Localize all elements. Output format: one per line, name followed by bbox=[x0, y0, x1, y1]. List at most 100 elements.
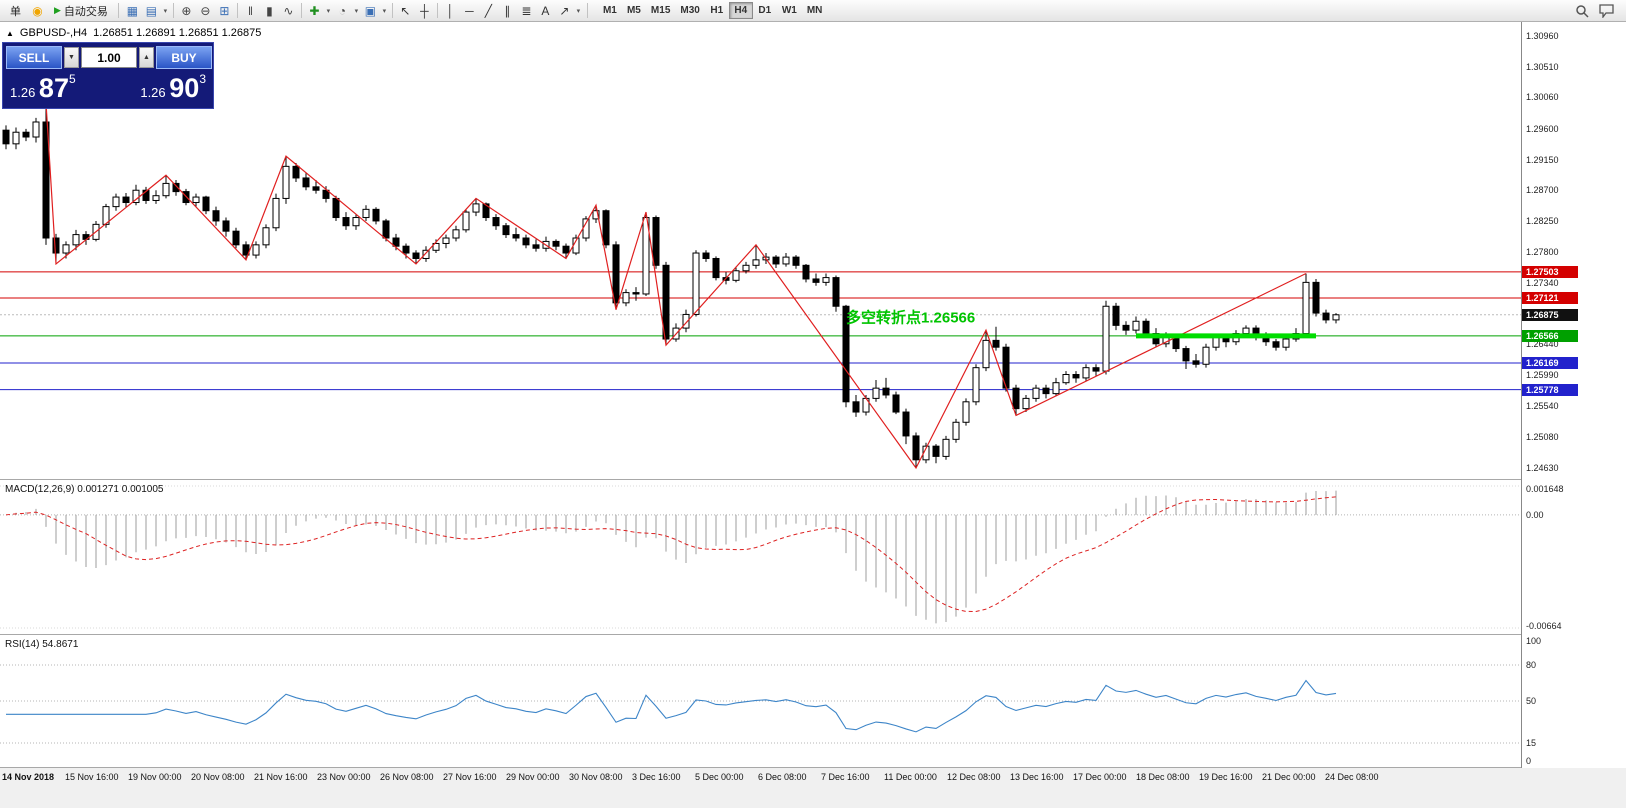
price-axis-label: 1.29600 bbox=[1526, 123, 1559, 134]
timeframe-m30-button[interactable]: M30 bbox=[675, 2, 704, 19]
toolbar-group: ‖ ▮ ∿ bbox=[241, 2, 298, 20]
time-axis-label: 15 Nov 16:00 bbox=[65, 772, 119, 782]
volume-increase-button[interactable]: ▲ bbox=[139, 47, 154, 68]
pane-separator[interactable] bbox=[0, 479, 1626, 480]
fibonacci-icon[interactable]: ≣ bbox=[521, 3, 532, 18]
chart-profiles-icon[interactable]: ▤ bbox=[145, 3, 158, 18]
timeframe-m1-button[interactable]: M1 bbox=[598, 2, 622, 19]
price-axis-label: 1.24630 bbox=[1526, 463, 1559, 473]
price-axis-label: 1.27800 bbox=[1526, 246, 1559, 257]
timeframe-h1-button[interactable]: H1 bbox=[705, 2, 729, 19]
autotrading-button[interactable]: ▶ 自动交易 bbox=[48, 2, 114, 20]
price-axis-label: 1.28250 bbox=[1526, 215, 1559, 226]
sell-price[interactable]: 1.26 875 bbox=[10, 72, 76, 103]
candlestick-icon[interactable]: ▮ bbox=[266, 3, 273, 18]
time-axis-label: 14 Nov 2018 bbox=[2, 772, 55, 782]
sound-alert-icon[interactable]: ◉ bbox=[32, 3, 43, 18]
autotrading-play-icon: ▶ bbox=[54, 5, 61, 15]
text-icon[interactable]: A bbox=[541, 3, 550, 18]
buy-price[interactable]: 1.26 903 bbox=[140, 72, 206, 103]
price-tag: 1.25778 bbox=[1522, 383, 1578, 396]
volume-decrease-button[interactable]: ▼ bbox=[64, 47, 79, 68]
timeframe-m15-button[interactable]: M15 bbox=[646, 2, 675, 19]
volume-input[interactable] bbox=[81, 47, 137, 68]
vertical-line-icon[interactable]: │ bbox=[446, 3, 455, 18]
pivot-annotation: 多空转折点1.26566 bbox=[846, 309, 975, 327]
timeframe-d1-button[interactable]: D1 bbox=[753, 2, 777, 19]
ohlc-values: 1.26851 1.26891 1.26851 1.26875 bbox=[93, 27, 262, 39]
price-axis-label: 1.29150 bbox=[1526, 154, 1559, 165]
rsi-axis-label: 80 bbox=[1526, 660, 1537, 670]
new-order-button[interactable]: 单 bbox=[4, 2, 27, 20]
trendline-icon[interactable]: ╱ bbox=[484, 3, 493, 18]
price-tag: 1.26875 bbox=[1522, 308, 1578, 321]
timeframe-h4-button[interactable]: H4 bbox=[728, 2, 753, 19]
dropdown-caret-icon[interactable]: ▾ bbox=[576, 7, 581, 15]
price-axis-label: 1.30960 bbox=[1526, 31, 1559, 41]
indicators-icon[interactable]: ✚ bbox=[309, 3, 320, 18]
time-axis-label: 5 Dec 00:00 bbox=[695, 772, 744, 782]
toolbar-group: ⊕ ⊖ ⊞ bbox=[177, 2, 234, 20]
toolbar-group: ↖ ┼ bbox=[396, 2, 434, 20]
main-toolbar: 单 ◉ ▶ 自动交易 ▦ ▤ ▾ ⊕ ⊖ ⊞ ‖ ▮ ∿ ✚ ▾ ◔ ▾ ▣ ▾ ↖ ┼ │ ─ ╱ ∥ ≣ A ↗ ▾ M1 M… bbox=[0, 0, 1626, 22]
time-axis-label: 6 Dec 08:00 bbox=[758, 772, 807, 782]
price-tag: 1.27503 bbox=[1522, 265, 1578, 278]
zigzag-line bbox=[45, 102, 1307, 470]
chart-background bbox=[0, 22, 1521, 768]
toolbar-separator bbox=[436, 3, 438, 18]
pane-separator[interactable] bbox=[0, 767, 1626, 768]
periods-icon[interactable]: ◔ bbox=[338, 3, 347, 18]
price-chart-pane[interactable]: 多空转折点1.26566 bbox=[0, 22, 1521, 479]
price-axis[interactable]: 1.30960 1.30510 1.30060 1.29600 1.29150 1.287… bbox=[1521, 22, 1626, 768]
time-axis[interactable]: 14 Nov 2018 15 Nov 16:00 19 Nov 00:00 20 No… bbox=[0, 768, 1626, 786]
time-axis-label: 26 Nov 08:00 bbox=[380, 772, 434, 782]
toolbar-separator bbox=[391, 3, 393, 18]
macd-indicator-pane[interactable] bbox=[0, 480, 1521, 634]
symbol-label: GBPUSD-,H4 bbox=[19, 27, 88, 39]
toolbar-separator bbox=[172, 3, 174, 18]
price-axis-label: 1.25080 bbox=[1526, 432, 1559, 443]
arrows-icon[interactable]: ↗ bbox=[559, 3, 570, 18]
sell-button[interactable]: SELL bbox=[6, 46, 62, 69]
rsi-axis-label: 0 bbox=[1526, 756, 1532, 766]
timeframe-mn-button[interactable]: MN bbox=[802, 2, 828, 19]
timeframe-m5-button[interactable]: M5 bbox=[622, 2, 646, 19]
macd-axis-label: 0.00 bbox=[1526, 509, 1544, 520]
rsi-axis-label: 100 bbox=[1526, 636, 1542, 646]
horizontal-line-icon[interactable]: ─ bbox=[465, 3, 474, 18]
tile-windows-icon[interactable]: ⊞ bbox=[219, 3, 230, 18]
time-axis-label: 11 Dec 00:00 bbox=[884, 772, 937, 782]
timeframe-w1-button[interactable]: W1 bbox=[777, 2, 802, 19]
time-axis-label: 20 Nov 08:00 bbox=[191, 772, 245, 782]
time-axis-label: 13 Dec 16:00 bbox=[1010, 772, 1064, 782]
chart-ohlc-label: ▲ GBPUSD-,H4 1.26851 1.26891 1.26851 1.2… bbox=[6, 27, 261, 39]
new-chart-icon[interactable]: ▦ bbox=[126, 3, 139, 18]
search-icon[interactable] bbox=[1575, 4, 1589, 18]
buy-button[interactable]: BUY bbox=[156, 46, 212, 69]
crosshair-icon[interactable]: ┼ bbox=[420, 3, 429, 18]
dropdown-caret-icon[interactable]: ▾ bbox=[354, 7, 359, 15]
chat-icon[interactable] bbox=[1599, 3, 1614, 18]
dropdown-caret-icon[interactable]: ▾ bbox=[382, 7, 387, 15]
ohlc-bars-icon[interactable]: ‖ bbox=[247, 3, 253, 18]
rsi-label: RSI(14) 54.8671 bbox=[5, 639, 79, 650]
dropdown-caret-icon[interactable]: ▾ bbox=[326, 7, 331, 15]
toolbar-group: ✚ ▾ ◔ ▾ ▣ ▾ bbox=[305, 2, 389, 20]
cursor-icon[interactable]: ↖ bbox=[400, 3, 411, 18]
templates-icon[interactable]: ▣ bbox=[364, 3, 377, 18]
rsi-indicator-pane[interactable] bbox=[0, 635, 1521, 767]
toolbar-right-icons bbox=[1575, 3, 1622, 18]
zoom-out-icon[interactable]: ⊖ bbox=[200, 3, 211, 18]
zoom-in-icon[interactable]: ⊕ bbox=[181, 3, 192, 18]
time-axis-label: 19 Dec 16:00 bbox=[1199, 772, 1253, 782]
pane-separator[interactable] bbox=[0, 634, 1626, 635]
line-chart-icon[interactable]: ∿ bbox=[283, 3, 294, 18]
toolbar-group: │ ─ ╱ ∥ ≣ A ↗ ▾ bbox=[441, 2, 583, 20]
toolbar-separator bbox=[300, 3, 302, 18]
channel-icon[interactable]: ∥ bbox=[504, 3, 511, 18]
time-axis-label: 23 Nov 00:00 bbox=[317, 772, 371, 782]
dropdown-caret-icon[interactable]: ▾ bbox=[163, 7, 168, 15]
price-axis-label: 1.27340 bbox=[1526, 278, 1559, 289]
time-axis-label: 3 Dec 16:00 bbox=[632, 772, 681, 782]
time-axis-label: 12 Dec 08:00 bbox=[947, 772, 1001, 782]
